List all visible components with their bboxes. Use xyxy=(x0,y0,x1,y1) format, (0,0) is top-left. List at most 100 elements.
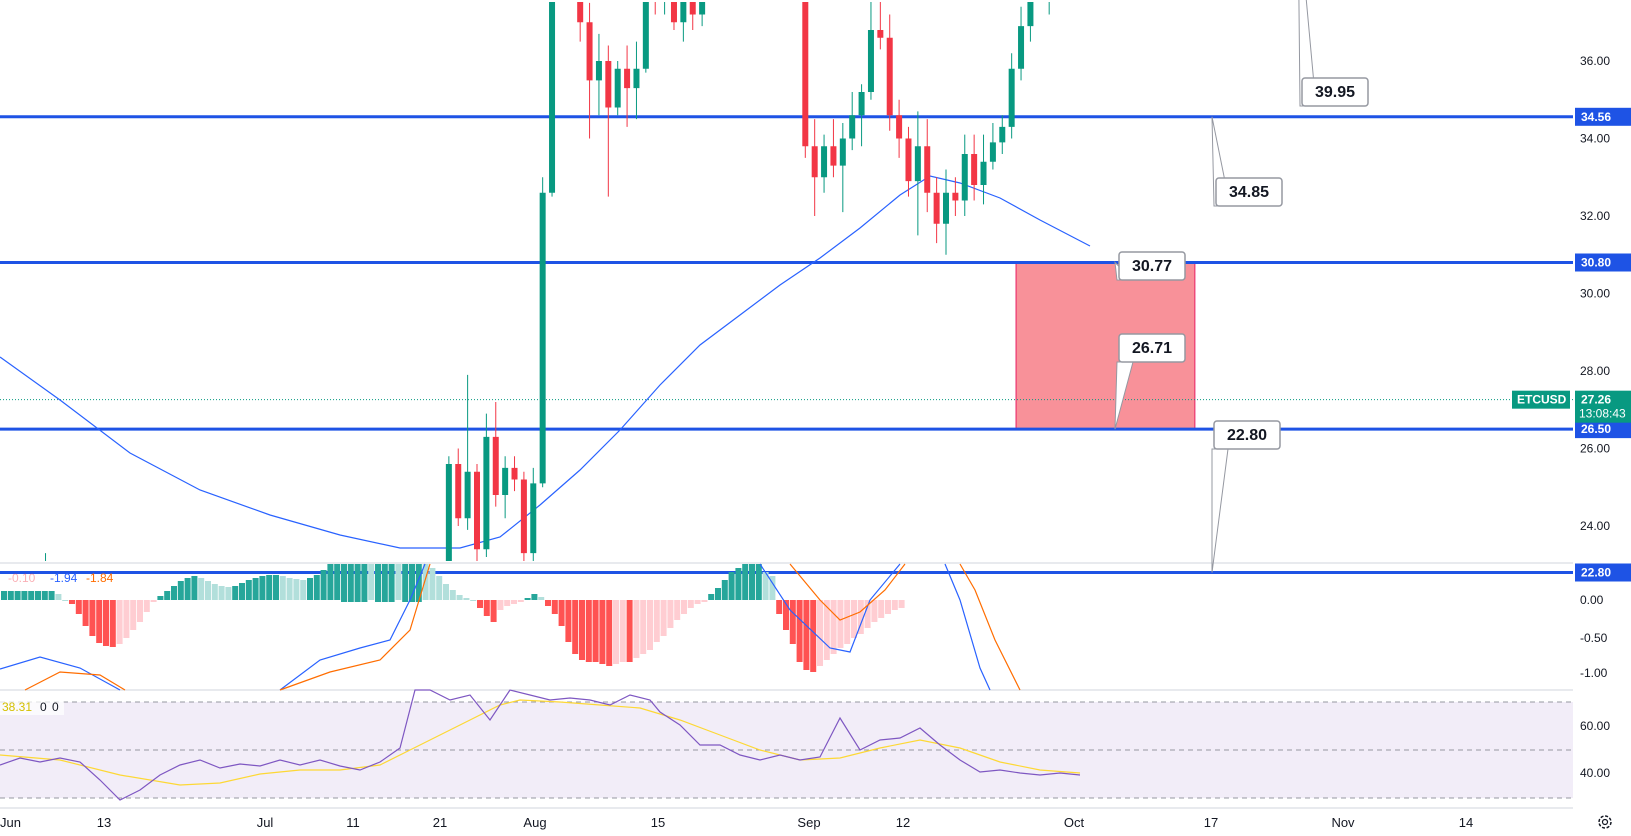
date-tick-label: 11 xyxy=(346,815,360,830)
date-tick-label: 12 xyxy=(896,815,910,830)
macd-histogram-bar xyxy=(334,564,341,600)
candle[interactable] xyxy=(670,2,677,30)
date-tick-label: Oct xyxy=(1064,815,1085,830)
macd-histogram-bar xyxy=(551,600,558,614)
macd-histogram-bar xyxy=(177,581,184,600)
candle[interactable] xyxy=(595,33,602,116)
candle[interactable] xyxy=(483,413,490,557)
candle[interactable] xyxy=(680,2,687,42)
candle[interactable] xyxy=(971,134,978,201)
candle-body xyxy=(830,146,837,166)
macd-histogram-bar xyxy=(21,591,28,600)
candle[interactable] xyxy=(858,84,865,147)
candle[interactable] xyxy=(924,119,931,213)
candle[interactable] xyxy=(886,14,893,131)
candle[interactable] xyxy=(455,448,462,527)
candle[interactable] xyxy=(802,2,809,158)
macd-histogram-bar xyxy=(653,600,660,642)
candle[interactable] xyxy=(933,177,940,244)
macd-histogram-bar xyxy=(55,594,62,600)
candle-body xyxy=(530,483,537,554)
candle-body xyxy=(989,142,996,162)
macd-histogram-bar xyxy=(62,600,69,601)
candle-body xyxy=(642,2,649,69)
macd-histogram-bar xyxy=(749,564,755,600)
candle[interactable] xyxy=(577,2,584,42)
level-callout[interactable]: 22.80 xyxy=(1211,420,1281,573)
candle[interactable] xyxy=(699,2,706,27)
candle[interactable] xyxy=(539,177,546,488)
macd-histogram-bar xyxy=(415,564,422,602)
candle[interactable] xyxy=(586,2,593,139)
macd-histogram-bar xyxy=(660,600,667,636)
level-callout[interactable]: 30.77 xyxy=(1114,251,1186,281)
candle[interactable] xyxy=(811,119,818,216)
candle-body xyxy=(483,436,490,550)
candle[interactable] xyxy=(642,2,649,73)
date-tick-label: 17 xyxy=(1204,815,1218,830)
macd-histogram-bar xyxy=(830,600,837,654)
candle[interactable] xyxy=(502,456,509,519)
macd-histogram-bar xyxy=(497,600,504,610)
candle[interactable] xyxy=(877,2,884,50)
macd-histogram-bar xyxy=(402,564,409,602)
candle[interactable] xyxy=(896,99,903,158)
settings-gear-icon[interactable] xyxy=(1598,815,1612,829)
candle[interactable] xyxy=(474,464,480,561)
candle[interactable] xyxy=(1027,2,1034,42)
candle-body xyxy=(886,37,893,116)
macd-histogram-bar xyxy=(327,564,334,600)
candle[interactable] xyxy=(1008,53,1015,139)
candle[interactable] xyxy=(614,61,621,116)
candle[interactable] xyxy=(821,134,828,193)
candle[interactable] xyxy=(914,111,921,236)
candle[interactable] xyxy=(1018,6,1025,81)
candle-body xyxy=(624,68,631,89)
level-callout[interactable]: 39.95 xyxy=(1298,0,1369,107)
macd-histogram-bar xyxy=(245,580,252,600)
macd-histogram-bar xyxy=(123,600,130,638)
candle[interactable] xyxy=(511,456,518,492)
candle-body xyxy=(520,479,527,554)
candle[interactable] xyxy=(980,134,987,205)
candle[interactable] xyxy=(867,2,874,100)
price-tag-label: 26.50 xyxy=(1581,422,1611,436)
candle[interactable] xyxy=(520,471,527,561)
candle[interactable] xyxy=(961,134,968,216)
candle[interactable] xyxy=(905,126,912,197)
rsi-legend-zero: 0 xyxy=(52,700,59,714)
candle[interactable] xyxy=(549,2,556,197)
date-tick-label: 21 xyxy=(433,815,447,830)
macd-histogram-bar xyxy=(361,564,368,602)
macd-histogram-bar xyxy=(878,600,885,618)
candle[interactable] xyxy=(605,45,612,197)
macd-histogram-bar xyxy=(885,600,891,614)
candle[interactable] xyxy=(624,45,631,127)
candle[interactable] xyxy=(689,2,696,30)
callout-label: 22.80 xyxy=(1227,427,1267,444)
candle[interactable] xyxy=(464,374,471,530)
candle[interactable] xyxy=(849,92,856,151)
candle[interactable] xyxy=(530,467,537,561)
candle[interactable] xyxy=(633,41,640,120)
price-tag-label: 34.56 xyxy=(1581,110,1611,124)
candle[interactable] xyxy=(989,123,996,170)
macd-histogram-bar xyxy=(891,600,898,610)
candle[interactable] xyxy=(999,115,1006,154)
price-tick-label: 32.00 xyxy=(1580,209,1610,223)
candle[interactable] xyxy=(943,169,949,255)
macd-histogram-bar xyxy=(354,564,361,602)
candle[interactable] xyxy=(492,402,499,507)
candle[interactable] xyxy=(830,119,837,178)
macd-histogram-bar xyxy=(252,578,259,600)
candle-body xyxy=(502,467,509,495)
level-callout[interactable]: 34.85 xyxy=(1211,116,1283,207)
candle[interactable] xyxy=(839,123,846,213)
candle[interactable] xyxy=(445,456,452,561)
macd-histogram-bar xyxy=(728,572,735,600)
date-tick-label: 15 xyxy=(651,815,665,830)
candle[interactable] xyxy=(952,177,959,216)
level-callout[interactable]: 26.71 xyxy=(1114,333,1186,430)
